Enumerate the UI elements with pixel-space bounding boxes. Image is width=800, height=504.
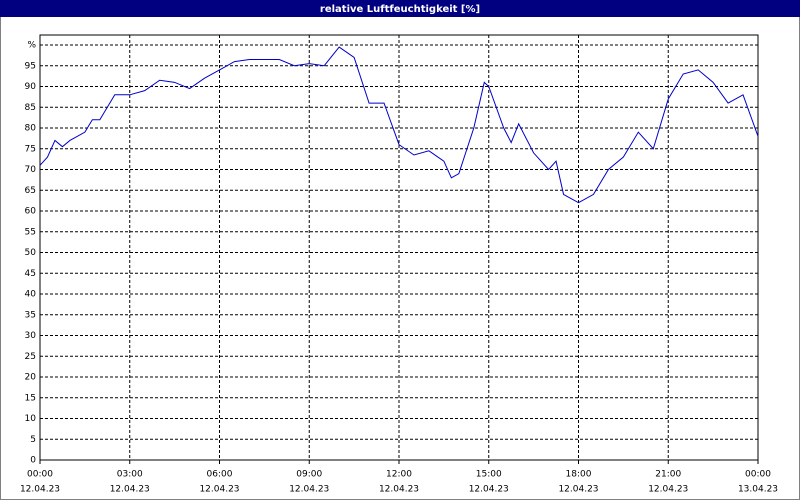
x-tick-date: 12.04.23 bbox=[469, 485, 509, 495]
y-tick-label: 0 bbox=[30, 456, 36, 466]
title-bar bbox=[0, 0, 800, 17]
x-tick-label: 03:00 bbox=[117, 470, 143, 480]
x-tick-label: 12:00 bbox=[386, 470, 412, 480]
y-tick-label: 15 bbox=[25, 393, 36, 403]
y-tick-label: 30 bbox=[25, 331, 37, 341]
data-line bbox=[39, 46, 759, 204]
x-tick-date: 12.04.23 bbox=[379, 485, 419, 495]
y-tick-label: 60 bbox=[25, 207, 37, 217]
x-tick-label: 09:00 bbox=[296, 470, 322, 480]
x-tick-date: 12.04.23 bbox=[20, 485, 60, 495]
y-tick-label: 75 bbox=[25, 144, 36, 154]
x-tick-date: 12.04.23 bbox=[648, 485, 688, 495]
y-tick-label: % bbox=[27, 41, 36, 51]
y-tick-label: 70 bbox=[25, 165, 37, 175]
y-tick-label: 90 bbox=[25, 82, 37, 92]
y-tick-label: 40 bbox=[25, 290, 37, 300]
y-tick-label: 20 bbox=[25, 373, 37, 383]
y-tick-label: 35 bbox=[25, 310, 36, 320]
y-tick-label: 95 bbox=[25, 61, 36, 71]
y-tick-label: 5 bbox=[30, 435, 36, 445]
x-tick-label: 21:00 bbox=[655, 470, 681, 480]
y-tick-label: 50 bbox=[25, 248, 37, 258]
y-tick-label: 45 bbox=[25, 269, 36, 279]
y-tick-label: 10 bbox=[25, 414, 37, 424]
y-tick-label: 55 bbox=[25, 227, 36, 237]
y-tick-label: 80 bbox=[25, 124, 37, 134]
x-tick-label: 18:00 bbox=[566, 470, 592, 480]
x-tick-date: 13.04.23 bbox=[738, 485, 778, 495]
x-tick-date: 12.04.23 bbox=[199, 485, 239, 495]
x-tick-date: 12.04.23 bbox=[289, 485, 329, 495]
y-tick-label: 85 bbox=[25, 103, 36, 113]
x-tick-label: 00:00 bbox=[27, 470, 53, 480]
x-tick-label: 00:00 bbox=[745, 470, 771, 480]
y-tick-label: 25 bbox=[25, 352, 36, 362]
x-tick-label: 15:00 bbox=[476, 470, 502, 480]
x-tick-label: 06:00 bbox=[207, 470, 233, 480]
chart-title: relative Luftfeuchtigkeit [%] bbox=[320, 4, 480, 15]
x-tick-date: 12.04.23 bbox=[558, 485, 598, 495]
x-tick-date: 12.04.23 bbox=[110, 485, 150, 495]
y-tick-label: 65 bbox=[25, 186, 36, 196]
